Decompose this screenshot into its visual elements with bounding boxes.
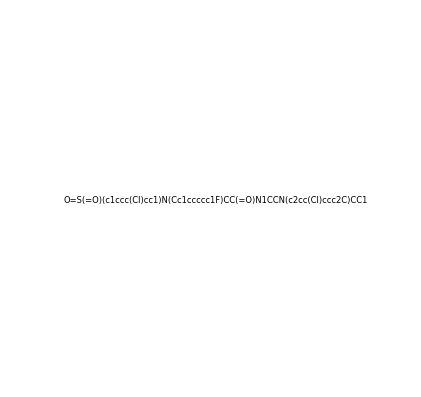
Text: O=S(=O)(c1ccc(Cl)cc1)N(Cc1ccccc1F)CC(=O)N1CCN(c2cc(Cl)ccc2C)CC1: O=S(=O)(c1ccc(Cl)cc1)N(Cc1ccccc1F)CC(=O)… bbox=[64, 196, 368, 205]
